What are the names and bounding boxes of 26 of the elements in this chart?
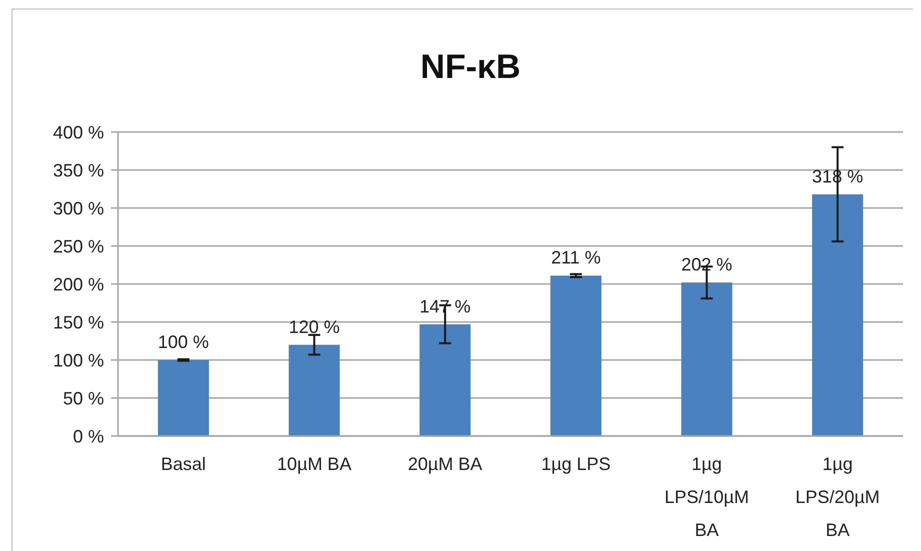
bar — [681, 282, 732, 436]
x-tick-label: 1µg LPS — [541, 454, 611, 474]
y-tick-label: 200 % — [52, 274, 104, 294]
x-tick-label: 20µM BA — [408, 454, 482, 474]
x-tick-label: 10µM BA — [277, 454, 352, 474]
y-tick-label: 50 % — [62, 388, 104, 408]
x-tick-label: 1µg LPS/10µM BA — [664, 454, 749, 540]
y-tick-label: 150 % — [52, 312, 104, 332]
chart-title: NF-κB — [420, 48, 521, 86]
bar — [550, 276, 602, 436]
bar — [420, 324, 471, 436]
y-tick-label: 100 % — [52, 350, 104, 370]
data-label: 202 % — [681, 254, 732, 274]
x-tick-label: Basal — [160, 454, 206, 474]
y-tick-label: 350 % — [52, 160, 104, 180]
y-tick-label: 300 % — [52, 198, 104, 218]
bar — [288, 344, 340, 436]
bar — [158, 360, 209, 436]
y-tick-label: 250 % — [52, 236, 104, 256]
data-label: 100 % — [158, 332, 209, 352]
y-tick-label: 400 % — [52, 122, 104, 142]
x-tick-label: 1µg LPS/20µM BA — [795, 454, 880, 540]
data-label: 211 % — [551, 248, 601, 268]
data-label: 120 % — [288, 316, 340, 337]
y-tick-label: 0 % — [72, 426, 104, 446]
bar — [812, 194, 864, 436]
